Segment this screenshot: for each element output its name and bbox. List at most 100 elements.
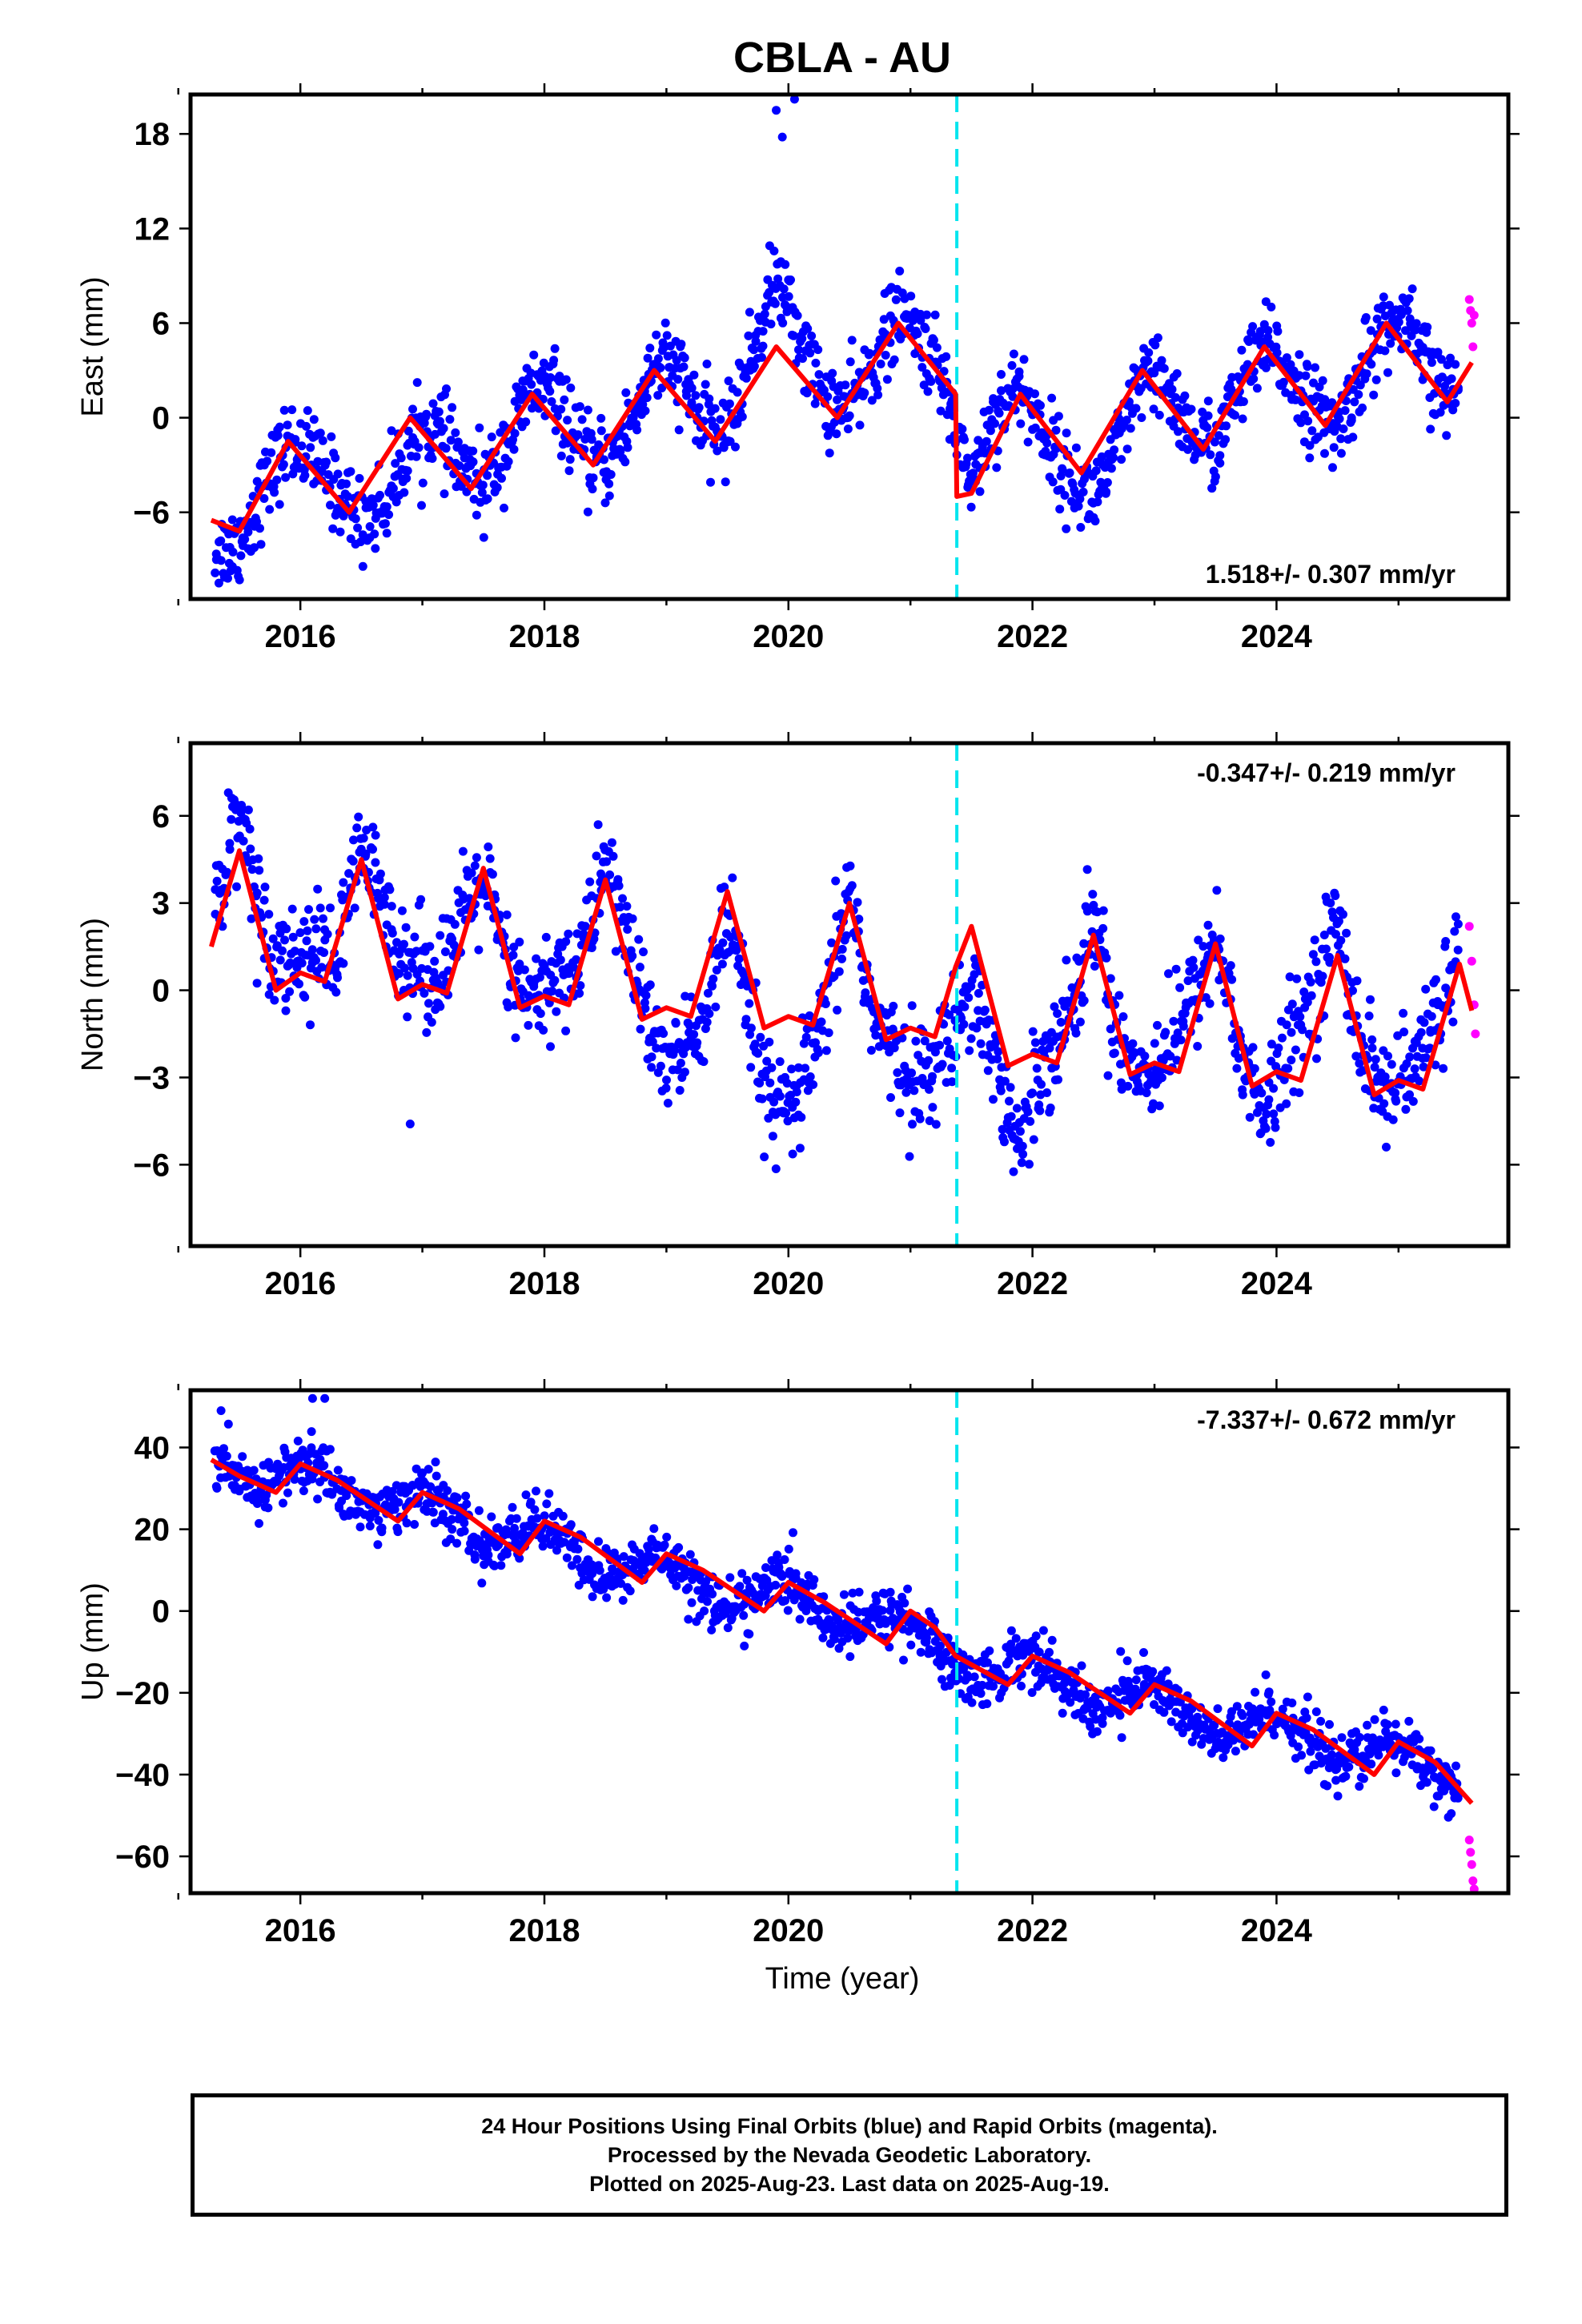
north-data-point bbox=[1331, 891, 1340, 900]
north-data-point bbox=[1391, 1088, 1400, 1098]
east-data-point bbox=[263, 456, 272, 466]
north-data-point bbox=[622, 902, 632, 911]
up-data-point bbox=[515, 1554, 524, 1563]
north-data-point bbox=[387, 928, 397, 938]
east-data-point bbox=[382, 502, 391, 512]
up-data-point bbox=[319, 1461, 329, 1470]
east-data-point bbox=[1143, 356, 1153, 366]
up-data-point bbox=[1249, 1730, 1259, 1739]
east-data-point bbox=[384, 510, 394, 520]
east-x-tick-label: 2018 bbox=[508, 619, 580, 654]
east-data-point bbox=[645, 344, 655, 353]
north-data-point bbox=[1380, 1072, 1390, 1082]
north-data-point bbox=[1278, 1033, 1287, 1043]
east-data-point bbox=[434, 407, 444, 416]
east-data-point bbox=[810, 399, 820, 408]
east-data-point bbox=[1102, 478, 1112, 487]
east-data-point bbox=[1203, 396, 1213, 406]
east-data-point bbox=[468, 457, 478, 467]
north-data-point bbox=[223, 867, 232, 877]
up-data-point bbox=[1163, 1679, 1173, 1689]
east-data-point bbox=[1170, 392, 1180, 402]
east-data-point bbox=[418, 478, 428, 488]
up-data-point bbox=[1116, 1647, 1126, 1656]
north-data-point bbox=[344, 869, 354, 879]
north-data-point bbox=[1393, 1031, 1403, 1040]
north-data-point bbox=[1355, 1059, 1364, 1068]
north-data-point bbox=[282, 924, 291, 934]
east-data-point bbox=[916, 316, 926, 325]
up-data-point bbox=[1166, 1717, 1176, 1727]
north-data-point bbox=[548, 987, 557, 996]
east-data-point bbox=[1279, 377, 1288, 387]
east-data-point bbox=[1295, 350, 1304, 360]
north-data-point bbox=[1102, 953, 1111, 963]
north-data-point bbox=[1018, 1141, 1027, 1151]
east-data-point bbox=[1203, 411, 1213, 420]
east-data-point bbox=[936, 406, 946, 416]
up-data-point bbox=[1139, 1679, 1149, 1689]
east-data-point bbox=[358, 561, 367, 571]
north-data-point bbox=[1283, 1063, 1293, 1073]
east-data-point bbox=[1109, 453, 1118, 462]
east-data-point bbox=[1340, 406, 1350, 416]
east-data-point bbox=[1272, 348, 1282, 357]
north-data-point bbox=[1452, 912, 1460, 922]
north-data-point bbox=[576, 981, 585, 991]
north-data-point bbox=[833, 1005, 842, 1015]
north-data-point bbox=[1312, 1054, 1321, 1063]
north-data-point bbox=[1067, 983, 1077, 992]
figure-title: CBLA - AU bbox=[733, 34, 951, 82]
north-data-point bbox=[1348, 986, 1357, 995]
east-rapid-orbit-point bbox=[1464, 295, 1474, 304]
north-data-point bbox=[243, 805, 253, 814]
north-data-point bbox=[767, 1063, 777, 1072]
up-data-point bbox=[959, 1663, 969, 1673]
up-data-point bbox=[487, 1512, 496, 1522]
north-panel: 2016 2018 2020 2022 2024 6 3 0 −3 −6 North (mm) -0.… bbox=[76, 732, 1520, 1301]
east-data-point bbox=[583, 507, 592, 517]
north-data-point bbox=[295, 928, 305, 938]
east-data-point bbox=[789, 331, 798, 340]
up-data-point bbox=[989, 1682, 998, 1691]
east-data-point bbox=[1263, 326, 1273, 336]
east-data-point bbox=[673, 375, 683, 384]
north-data-point bbox=[942, 1036, 952, 1046]
north-data-point bbox=[1062, 955, 1071, 965]
east-data-point bbox=[1311, 363, 1319, 372]
east-data-point bbox=[1423, 323, 1432, 332]
east-frame bbox=[188, 92, 1511, 601]
north-data-point bbox=[400, 939, 408, 949]
north-data-point bbox=[484, 842, 493, 851]
east-data-point bbox=[749, 361, 759, 371]
north-data-point bbox=[938, 1059, 947, 1069]
east-data-point bbox=[926, 376, 936, 386]
north-data-point bbox=[705, 1009, 714, 1019]
north-data-point bbox=[1046, 1104, 1055, 1112]
north-data-point bbox=[1088, 890, 1098, 899]
north-data-point bbox=[966, 1034, 976, 1043]
north-data-point bbox=[1045, 1043, 1054, 1053]
east-data-point bbox=[882, 375, 892, 384]
up-data-point bbox=[1004, 1656, 1014, 1666]
north-data-point bbox=[1269, 1084, 1279, 1093]
east-data-point bbox=[255, 524, 264, 533]
north-data-point bbox=[310, 915, 319, 924]
north-data-point bbox=[623, 925, 632, 934]
north-data-point bbox=[1193, 1042, 1203, 1051]
east-data-point bbox=[1110, 445, 1119, 455]
up-x-tick-label: 2022 bbox=[997, 1913, 1068, 1948]
east-data-point bbox=[1386, 339, 1395, 348]
north-rapid-orbit-point bbox=[1471, 1029, 1480, 1039]
east-data-point bbox=[1446, 353, 1455, 363]
north-data-point bbox=[1408, 1096, 1418, 1106]
east-data-point bbox=[823, 392, 833, 401]
up-data-point bbox=[462, 1499, 472, 1509]
up-data-point bbox=[460, 1518, 469, 1528]
north-data-point bbox=[1212, 886, 1222, 895]
east-data-point bbox=[737, 412, 747, 421]
east-data-point bbox=[813, 345, 823, 355]
north-data-point bbox=[403, 971, 412, 980]
east-data-point bbox=[371, 544, 380, 553]
east-data-point bbox=[1361, 313, 1371, 322]
